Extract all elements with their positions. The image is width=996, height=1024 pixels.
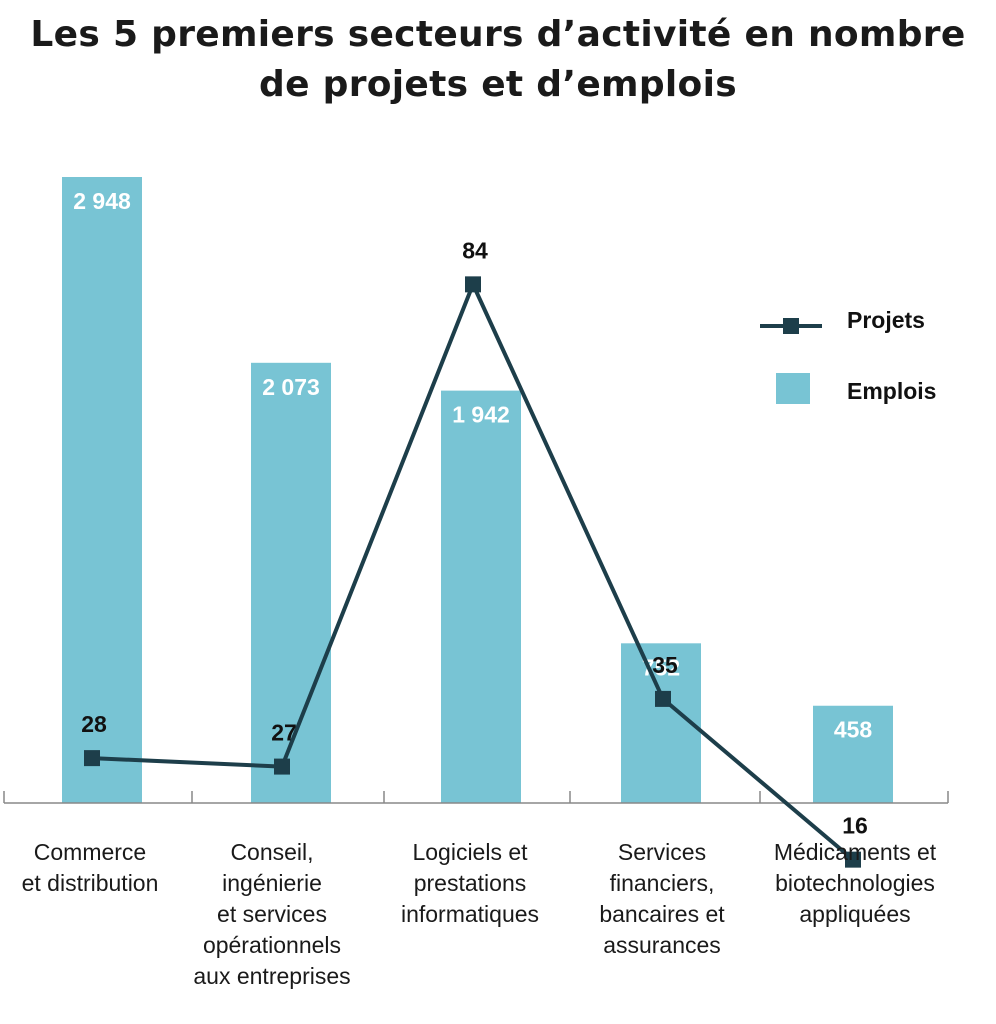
label-projets-1: 28 xyxy=(81,711,107,737)
category-label-4: Services financiers, bancaires et assurance… xyxy=(599,839,725,958)
marker-projets-3 xyxy=(465,276,481,293)
bar-emplois-5 xyxy=(813,705,893,803)
label-projets-3: 84 xyxy=(462,237,488,263)
bar-label-emplois-1: 2 948 xyxy=(73,188,131,214)
marker-projets-5 xyxy=(845,851,861,868)
label-projets-5: 16 xyxy=(842,813,868,839)
line-layer: 28 27 84 35 16 xyxy=(81,237,868,868)
marker-projets-1 xyxy=(84,750,100,767)
legend-projets-label: Projets xyxy=(847,307,925,333)
chart-title-line-2: de projets et d’emplois xyxy=(259,64,737,105)
bar-emplois-3 xyxy=(441,390,521,803)
category-label-1: Commerce et distribution xyxy=(22,839,159,896)
bar-label-emplois-5: 458 xyxy=(834,717,873,743)
chart-title-line-1: Les 5 premiers secteurs d’activité en no… xyxy=(30,14,966,55)
category-label-5: Médicaments et biotechnologies appliquées xyxy=(774,839,937,927)
category-label-3: Logiciels et prestations informatiques xyxy=(401,839,539,927)
marker-projets-4 xyxy=(655,690,671,707)
chart-title: Les 5 premiers secteurs d’activité en no… xyxy=(0,10,996,110)
category-labels: Commerce et distribution Conseil, ingénieri… xyxy=(22,839,937,989)
legend-emplois-swatch-icon xyxy=(776,373,810,404)
legend-projets-marker-icon xyxy=(783,318,799,334)
category-label-2: Conseil, ingénierie et services opérationne… xyxy=(193,839,350,989)
legend-emplois-label: Emplois xyxy=(847,378,936,404)
bar-emplois-2 xyxy=(251,362,331,803)
bar-emplois-1 xyxy=(62,177,142,803)
legend: Projets Emplois xyxy=(760,307,936,404)
bar-label-emplois-2: 2 073 xyxy=(262,374,320,400)
label-projets-2: 27 xyxy=(271,720,297,746)
marker-projets-2 xyxy=(274,758,290,775)
bar-label-emplois-3: 1 942 xyxy=(452,402,510,428)
x-axis xyxy=(3,791,949,804)
bar-emplois-4 xyxy=(621,643,701,803)
label-projets-4: 35 xyxy=(652,652,678,678)
